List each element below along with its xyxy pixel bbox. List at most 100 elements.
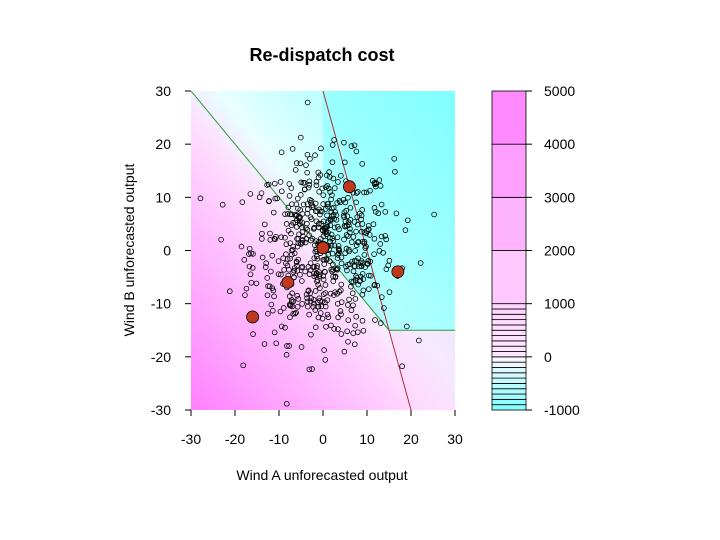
sample-point [326,174,333,180]
sample-point [266,198,272,204]
sample-point [393,210,400,217]
sample-point [324,212,330,219]
sample-point [351,219,358,225]
sample-point [267,237,274,243]
sample-point [284,343,290,349]
colorbar-band [491,329,527,336]
sample-point [312,152,318,159]
colorbar-band [491,303,527,310]
sample-point [271,293,277,300]
sample-point [325,314,332,321]
colorbar-tick-label: 0 [544,349,552,365]
sample-point [332,185,338,191]
sample-point [337,308,344,314]
sample-point [331,292,337,298]
sample-point [381,305,387,311]
sample-point [332,289,338,295]
sample-point [341,236,347,243]
sample-point [327,217,334,224]
sample-point [320,192,327,198]
representative-point [246,310,260,324]
sample-point [334,223,341,230]
sample-point [240,362,247,369]
sample-point [383,236,390,243]
colorbar-band [491,319,527,326]
red-boundary [322,91,412,410]
colorbar-tick-label: 4000 [544,136,575,152]
sample-point [360,327,367,334]
sample-point [353,199,359,206]
sample-point [335,326,341,332]
sample-point [271,180,278,187]
sample-point [375,210,382,217]
sample-point [313,182,320,189]
sample-point [320,218,327,225]
sample-point [302,268,308,275]
sample-point [353,228,359,235]
sample-point [247,271,254,278]
sample-point [263,260,270,267]
sample-point [355,188,361,195]
sample-point [259,236,265,242]
sample-point [283,251,289,258]
sample-point [275,271,282,277]
sample-point [365,258,372,264]
sample-point [289,146,296,152]
sample-point [338,281,345,288]
sample-point [346,246,352,253]
sample-point [287,240,294,246]
sample-point [325,229,331,236]
sample-point [306,178,313,185]
sample-point [354,214,361,220]
y-tick-label: -30 [151,402,171,418]
sample-point [366,286,372,292]
sample-point [259,254,266,261]
sample-point [287,301,293,308]
sample-point [324,201,331,207]
sample-point [297,192,304,198]
sample-point [370,221,377,228]
sample-point [351,341,358,348]
sample-point [328,209,335,215]
sample-point [336,289,343,295]
sample-point [323,231,330,238]
colorbar-band [491,335,527,342]
sample-point [325,251,332,258]
sample-point [382,233,389,239]
sample-point [345,317,352,323]
sample-point [345,302,351,308]
x-tick-label: 30 [447,431,463,447]
colorbar-band [491,367,527,374]
sample-point [321,347,327,353]
sample-point [361,189,367,196]
x-tick-label: -30 [181,431,201,447]
sample-point [278,271,284,278]
sample-point [304,298,311,305]
x-tick-label: -10 [269,431,289,447]
sample-point [336,248,343,254]
sample-point [369,177,376,184]
sample-point [317,285,323,291]
sample-point [271,329,278,336]
sample-point [299,263,306,270]
sample-point [308,331,314,338]
sample-point [264,292,271,299]
colorbar-band [491,404,527,411]
sample-point [317,310,324,316]
sample-point [335,314,341,321]
sample-point [325,203,331,210]
sample-point [297,134,304,141]
colorbar-band [491,361,527,368]
sample-point [371,281,378,288]
sample-point [322,303,329,310]
sample-point [376,248,383,254]
sample-point [341,209,348,215]
sample-point [294,304,301,310]
sample-point [285,227,292,234]
sample-point [319,185,326,192]
sample-point [297,160,304,167]
sample-point [282,324,288,331]
sample-point [227,288,233,295]
sample-point [367,273,374,279]
sample-point [360,276,367,282]
